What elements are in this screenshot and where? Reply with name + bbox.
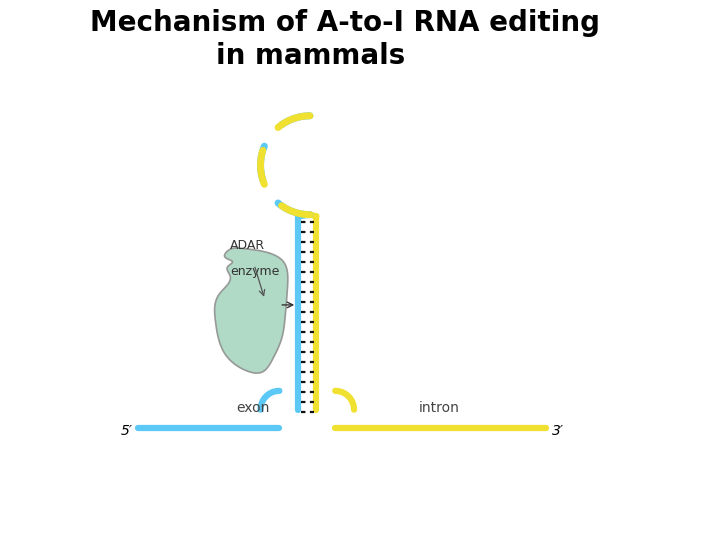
- Polygon shape: [215, 248, 288, 373]
- Text: in mammals: in mammals: [216, 42, 405, 70]
- Text: 5′: 5′: [121, 424, 132, 438]
- Text: 3′: 3′: [552, 424, 564, 438]
- Text: enzyme: enzyme: [230, 265, 279, 278]
- Text: Mechanism of A-to-I RNA editing: Mechanism of A-to-I RNA editing: [90, 9, 600, 37]
- Text: exon: exon: [236, 401, 269, 415]
- Text: ADAR: ADAR: [230, 239, 265, 252]
- Text: intron: intron: [418, 401, 459, 415]
